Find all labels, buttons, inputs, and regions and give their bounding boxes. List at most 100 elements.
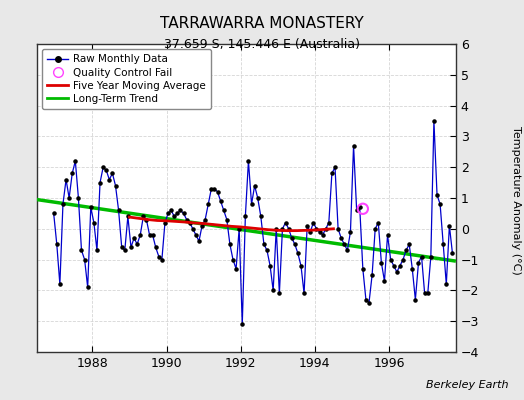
Point [331, 164, 339, 170]
Point [155, 253, 163, 260]
Point [374, 220, 383, 226]
Point [192, 232, 200, 238]
Point [83, 284, 92, 290]
Point [389, 262, 398, 269]
Point [358, 266, 367, 272]
Point [402, 247, 410, 254]
Point [99, 164, 107, 170]
Point [315, 229, 324, 235]
Point [167, 207, 176, 214]
Point [433, 192, 441, 198]
Text: Temperature Anomaly (°C): Temperature Anomaly (°C) [511, 126, 521, 274]
Point [384, 232, 392, 238]
Point [158, 256, 166, 263]
Point [319, 232, 327, 238]
Text: 37.659 S, 145.446 E (Australia): 37.659 S, 145.446 E (Australia) [164, 38, 360, 51]
Point [263, 247, 271, 254]
Point [362, 296, 370, 303]
Point [176, 207, 184, 214]
Point [65, 195, 73, 201]
Point [297, 262, 305, 269]
Point [278, 226, 287, 232]
Point [448, 250, 456, 257]
Point [105, 176, 114, 183]
Point [358, 206, 367, 212]
Point [266, 262, 274, 269]
Point [173, 210, 181, 217]
Point [223, 216, 231, 223]
Point [151, 244, 160, 250]
Point [420, 290, 429, 297]
Point [306, 229, 314, 235]
Point [189, 226, 197, 232]
Point [254, 195, 262, 201]
Point [185, 220, 194, 226]
Point [78, 247, 86, 254]
Point [213, 189, 222, 195]
Point [288, 235, 296, 241]
Point [346, 229, 355, 235]
Point [309, 220, 318, 226]
Point [430, 118, 438, 124]
Point [114, 207, 123, 214]
Point [291, 241, 299, 247]
Point [328, 170, 336, 176]
Point [108, 170, 117, 176]
Point [229, 256, 237, 263]
Point [445, 222, 454, 229]
Text: TARRAWARRA MONASTERY: TARRAWARRA MONASTERY [160, 16, 364, 31]
Point [139, 213, 148, 220]
Point [161, 220, 169, 226]
Point [340, 241, 348, 247]
Point [350, 142, 358, 149]
Point [195, 238, 203, 244]
Point [439, 241, 447, 247]
Point [436, 201, 444, 207]
Point [238, 321, 246, 328]
Point [353, 207, 361, 214]
Point [201, 216, 210, 223]
Point [121, 247, 129, 254]
Point [127, 244, 135, 250]
Point [182, 216, 191, 223]
Point [148, 232, 157, 238]
Point [418, 253, 426, 260]
Point [322, 226, 330, 232]
Point [272, 226, 280, 232]
Point [275, 290, 283, 297]
Point [111, 182, 119, 189]
Point [133, 241, 141, 247]
Point [52, 241, 61, 247]
Point [130, 235, 138, 241]
Point [442, 281, 451, 288]
Point [145, 232, 154, 238]
Point [80, 256, 89, 263]
Point [380, 278, 389, 284]
Point [285, 226, 293, 232]
Point [102, 167, 111, 174]
Point [427, 253, 435, 260]
Point [96, 179, 104, 186]
Point [250, 182, 259, 189]
Point [49, 210, 58, 217]
Point [414, 260, 423, 266]
Point [170, 213, 179, 220]
Point [204, 201, 212, 207]
Point [220, 207, 228, 214]
Point [281, 220, 290, 226]
Point [405, 241, 413, 247]
Point [423, 290, 432, 297]
Point [62, 176, 70, 183]
Point [260, 241, 268, 247]
Point [207, 186, 215, 192]
Point [312, 226, 321, 232]
Point [210, 186, 219, 192]
Point [244, 158, 253, 164]
Point [241, 213, 249, 220]
Point [368, 272, 376, 278]
Point [294, 250, 302, 257]
Point [142, 216, 150, 223]
Point [226, 241, 234, 247]
Point [399, 256, 407, 263]
Point [117, 244, 126, 250]
